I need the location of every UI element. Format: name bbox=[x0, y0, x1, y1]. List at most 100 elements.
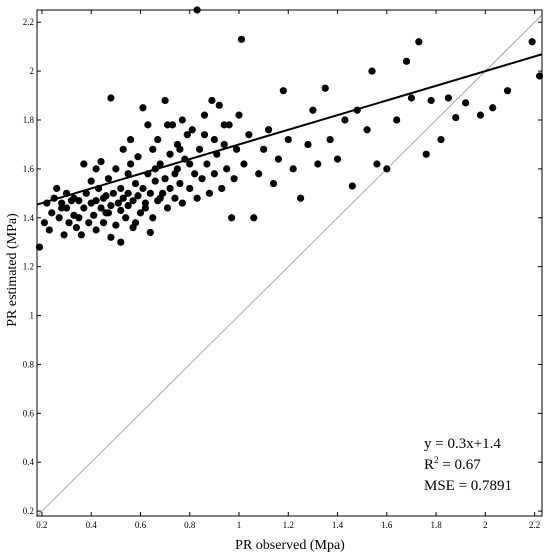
data-point bbox=[117, 206, 125, 215]
x-tick-label: 0.2 bbox=[36, 520, 47, 530]
data-point bbox=[149, 145, 157, 153]
y-tick-labels: 0.2 0.4 0.6 0.8 1 1.2 1.4 1.6 1.8 2 2.2 bbox=[23, 17, 35, 516]
data-point bbox=[112, 221, 120, 229]
x-tick-label: 2.2 bbox=[529, 520, 540, 530]
data-point bbox=[437, 135, 445, 144]
data-point bbox=[363, 126, 371, 134]
data-point bbox=[109, 189, 117, 197]
data-point bbox=[112, 165, 120, 173]
data-point bbox=[97, 204, 105, 212]
regression-annotation: y = 0.3x+1.4 R2 = 0.67 MSE = 0.7891 bbox=[424, 436, 512, 494]
data-point bbox=[35, 243, 44, 251]
r2-text: R2 = 0.67 bbox=[424, 455, 481, 473]
data-point bbox=[333, 155, 342, 163]
data-point bbox=[99, 219, 108, 227]
data-point bbox=[309, 106, 317, 114]
data-point bbox=[45, 226, 53, 234]
data-point bbox=[186, 184, 194, 193]
data-point bbox=[528, 38, 536, 46]
data-point bbox=[200, 111, 209, 119]
data-point bbox=[48, 209, 56, 217]
data-point bbox=[92, 165, 100, 173]
data-point bbox=[77, 231, 85, 239]
data-point bbox=[62, 204, 71, 212]
data-point bbox=[198, 175, 206, 183]
data-point bbox=[210, 135, 218, 144]
data-point bbox=[422, 150, 430, 158]
data-point bbox=[274, 155, 283, 163]
y-axis-label: PR estimated (MPa) bbox=[5, 213, 20, 327]
data-point bbox=[102, 209, 110, 217]
y-tick-label: 1.8 bbox=[23, 115, 35, 125]
x-tick-label: 1.8 bbox=[430, 520, 442, 530]
data-point bbox=[144, 121, 152, 129]
data-point bbox=[129, 197, 137, 205]
data-point bbox=[195, 145, 204, 153]
data-point bbox=[87, 177, 95, 185]
data-point bbox=[188, 126, 196, 134]
data-point bbox=[65, 219, 73, 227]
data-point bbox=[200, 131, 209, 139]
data-point bbox=[407, 94, 416, 102]
data-point bbox=[161, 175, 169, 183]
data-point bbox=[415, 38, 423, 46]
data-point bbox=[131, 219, 140, 227]
data-point bbox=[163, 121, 172, 129]
data-point bbox=[279, 87, 287, 95]
data-point bbox=[171, 194, 179, 202]
data-point bbox=[131, 179, 140, 188]
data-point bbox=[166, 150, 174, 158]
identity-line bbox=[36, 14, 543, 517]
x-tick-labels: 0.2 0.4 0.6 0.8 1 1.2 1.4 1.6 1.8 2 2.2 bbox=[36, 520, 540, 530]
data-point bbox=[348, 182, 356, 190]
data-point bbox=[183, 131, 191, 139]
data-point bbox=[218, 184, 226, 193]
data-point bbox=[127, 135, 135, 144]
equation-text: y = 0.3x+1.4 bbox=[424, 436, 501, 452]
x-tick-label: 0.6 bbox=[135, 520, 147, 530]
data-point bbox=[178, 199, 186, 207]
data-point bbox=[235, 111, 243, 119]
regression-line bbox=[36, 53, 543, 206]
data-point bbox=[232, 145, 241, 153]
data-point bbox=[245, 131, 253, 139]
data-point bbox=[205, 189, 214, 197]
data-point bbox=[255, 170, 263, 178]
y-tick-label: 2.2 bbox=[23, 17, 34, 27]
x-tick-label: 0.4 bbox=[86, 520, 98, 530]
x-tick-label: 1 bbox=[237, 520, 242, 530]
data-point bbox=[161, 96, 169, 105]
data-point bbox=[146, 228, 154, 237]
data-point bbox=[176, 179, 184, 188]
data-point bbox=[220, 121, 228, 129]
y-tick-label: 0.8 bbox=[23, 359, 35, 369]
data-point bbox=[208, 96, 216, 105]
data-point bbox=[114, 199, 122, 207]
data-point bbox=[250, 214, 258, 222]
x-tick-label: 1.2 bbox=[283, 520, 294, 530]
data-point bbox=[134, 192, 142, 200]
y-tick-label: 2 bbox=[30, 66, 35, 76]
data-point bbox=[107, 233, 115, 241]
data-point bbox=[139, 184, 147, 193]
data-point bbox=[82, 189, 90, 197]
data-point bbox=[191, 170, 199, 178]
data-point bbox=[117, 184, 125, 193]
data-point bbox=[92, 197, 100, 205]
data-point bbox=[55, 214, 63, 222]
data-point bbox=[462, 99, 470, 107]
x-tick-label: 1.6 bbox=[381, 520, 393, 530]
data-point bbox=[269, 179, 278, 188]
data-point bbox=[476, 111, 485, 119]
axis-ticks bbox=[37, 10, 542, 516]
data-point bbox=[264, 126, 273, 134]
data-point bbox=[186, 160, 194, 168]
data-point bbox=[326, 135, 334, 144]
mse-text: MSE = 0.7891 bbox=[424, 478, 512, 494]
data-point bbox=[80, 160, 88, 168]
y-tick-label: 1.4 bbox=[23, 213, 35, 223]
data-point bbox=[156, 160, 164, 168]
data-point bbox=[284, 135, 292, 144]
data-point bbox=[107, 201, 115, 210]
